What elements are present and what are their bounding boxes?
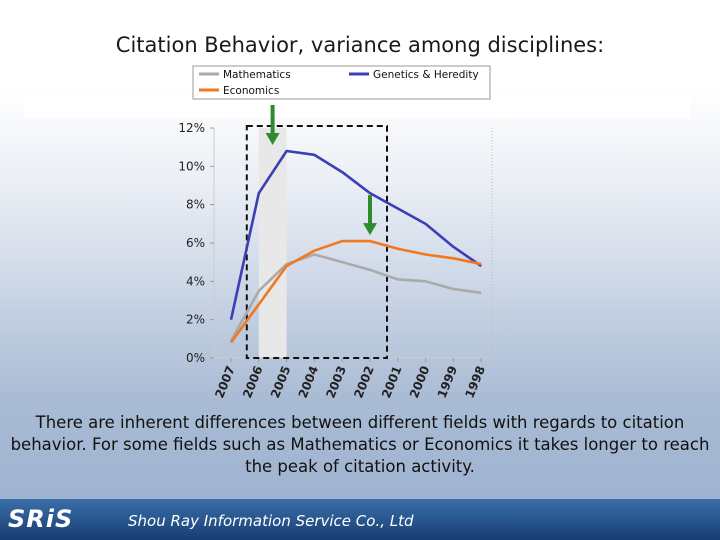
- x-tick-label: 2007: [212, 364, 237, 400]
- slide-caption: There are inherent differences between d…: [10, 413, 710, 476]
- x-tick-label: 1998: [462, 364, 487, 400]
- y-tick-label: 12%: [178, 121, 205, 135]
- slide-title: Citation Behavior, variance among discip…: [115, 33, 605, 57]
- legend-backdrop: [24, 96, 690, 118]
- x-tick-label: 2002: [351, 364, 376, 400]
- legend-label: Economics: [223, 85, 279, 97]
- y-tick-label: 0%: [186, 351, 205, 365]
- legend-label: Mathematics: [223, 69, 291, 81]
- arrow-head: [363, 223, 377, 236]
- company-name: Shou Ray Information Service Co., Ltd: [128, 512, 414, 530]
- x-tick-label: 2004: [296, 364, 321, 400]
- legend-box: [192, 65, 491, 100]
- y-tick-label: 6%: [186, 236, 205, 250]
- highlight-box: [245, 125, 388, 359]
- company-logo: SRiS: [8, 505, 74, 533]
- y-tick-label: 10%: [178, 159, 205, 173]
- genetics-heredity-line: [229, 149, 482, 320]
- x-tick-label: 2001: [379, 364, 404, 400]
- arrow-head: [265, 133, 280, 145]
- y-tick-label: 8%: [186, 198, 205, 212]
- x-tick-label: 1999: [435, 364, 460, 400]
- mathematics-line: [229, 253, 482, 342]
- x-tick-label: 2003: [323, 364, 348, 400]
- economics-line: [229, 239, 482, 344]
- legend-label: Genetics & Heredity: [373, 69, 479, 81]
- x-tick-label: 2005: [268, 364, 293, 400]
- shaded-region: [258, 128, 287, 358]
- x-tick-label: 2006: [240, 364, 265, 400]
- y-tick-label: 2%: [186, 313, 205, 327]
- footer-bar: SRiS Shou Ray Information Service Co., L…: [0, 499, 720, 540]
- y-tick-label: 4%: [186, 274, 205, 288]
- x-tick-label: 2000: [407, 364, 432, 400]
